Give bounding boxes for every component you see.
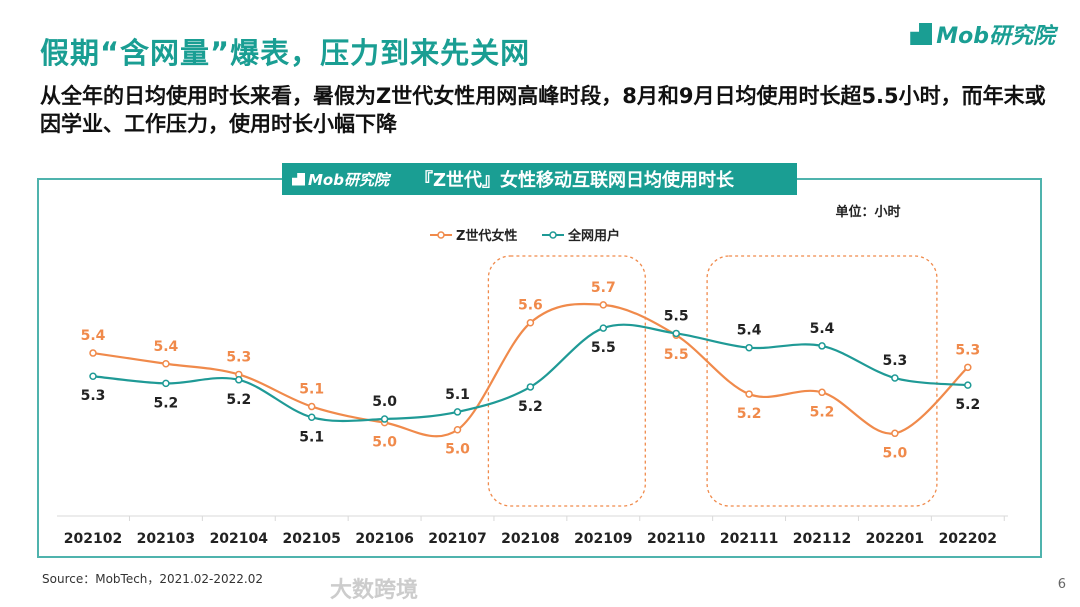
x-tick-label: 202201	[866, 531, 924, 547]
data-point	[89, 349, 97, 357]
data-point	[891, 429, 899, 438]
data-point	[818, 342, 826, 350]
source-note: Source：MobTech，2021.02-2022.02	[42, 572, 263, 586]
data-point	[162, 360, 170, 368]
page-number: 6	[1057, 577, 1066, 592]
data-point	[745, 390, 753, 398]
data-label: 5.6	[518, 298, 543, 314]
data-point	[526, 383, 535, 391]
data-point	[453, 425, 462, 434]
banner-logo: Mob研究院	[292, 169, 389, 190]
data-label: 5.3	[955, 342, 980, 358]
data-label: 5.2	[153, 395, 178, 411]
data-point	[672, 329, 680, 338]
x-tick-label: 202110	[647, 531, 706, 547]
data-point	[453, 408, 462, 416]
legend-marker	[549, 231, 557, 239]
data-label: 5.2	[810, 404, 835, 420]
x-tick-label: 202107	[428, 531, 486, 547]
data-point	[380, 415, 389, 423]
x-tick-label: 202104	[210, 531, 269, 547]
data-point	[599, 324, 608, 332]
x-tick-label: 202105	[282, 531, 340, 547]
data-point	[307, 413, 316, 422]
data-point	[964, 381, 972, 389]
data-label: 5.7	[591, 280, 616, 296]
x-tick-label: 202112	[793, 531, 851, 547]
x-tick-label: 202108	[501, 531, 559, 547]
data-point	[89, 372, 97, 380]
x-tick-label: 202202	[939, 531, 997, 547]
data-label: 5.4	[81, 328, 106, 344]
data-label: 5.1	[299, 382, 324, 398]
data-label: 5.5	[664, 308, 689, 324]
data-label: 5.3	[226, 349, 251, 365]
page-subtitle: 从全年的日均使用时长来看，暑假为Z世代女性用网高峰时段，8月和9月日均使用时长超…	[40, 84, 1046, 136]
logo-icon	[292, 172, 305, 186]
data-label: 5.4	[737, 323, 762, 339]
data-label: 5.0	[445, 442, 470, 458]
data-label: 5.5	[591, 340, 616, 356]
legend-label: Z世代女性	[456, 228, 517, 244]
data-label: 5.5	[664, 347, 689, 363]
data-label: 5.2	[226, 392, 251, 408]
data-point	[526, 318, 535, 327]
legend-marker	[437, 231, 445, 239]
x-tick-label: 202102	[64, 531, 122, 547]
data-point	[599, 301, 608, 309]
brand-logo: Mob研究院	[910, 18, 1055, 50]
data-label: 5.0	[882, 445, 907, 461]
highlight-box	[706, 255, 938, 507]
x-tick-label: 202111	[720, 531, 778, 547]
data-label: 5.4	[810, 321, 835, 337]
page-title: 假期“含网量”爆表，压力到来先关网	[40, 36, 531, 70]
data-label: 5.1	[299, 429, 324, 445]
data-point	[745, 343, 753, 352]
highlight-box	[487, 255, 646, 507]
data-label: 5.1	[445, 387, 470, 403]
corner-watermark: 大数跨境	[330, 578, 419, 603]
x-tick-label: 202106	[355, 531, 413, 547]
data-point	[235, 376, 243, 384]
logo-text: Mob研究院	[936, 24, 1055, 49]
data-point	[964, 363, 972, 372]
data-label: 5.4	[153, 339, 178, 355]
data-label: 5.2	[518, 399, 543, 415]
data-label: 5.3	[882, 353, 907, 369]
data-label: 5.3	[81, 388, 106, 404]
legend-label: 全网用户	[567, 228, 620, 244]
data-label: 5.0	[372, 435, 397, 451]
data-label: 5.2	[955, 397, 980, 413]
data-point	[891, 374, 899, 382]
unit-label: 单位：小时	[835, 204, 900, 220]
data-point	[818, 388, 826, 397]
chart-banner: Mob研究院 『Z世代』女性移动互联网日均使用时长	[282, 163, 797, 195]
data-point	[162, 379, 170, 388]
x-tick-label: 202109	[574, 531, 632, 547]
data-label: 5.2	[737, 406, 762, 422]
chart-title: 『Z世代』女性移动互联网日均使用时长	[414, 170, 735, 191]
data-label: 5.0	[372, 394, 397, 410]
data-point	[307, 402, 316, 411]
banner-logo-text: Mob研究院	[308, 170, 389, 189]
x-tick-label: 202103	[137, 531, 195, 547]
